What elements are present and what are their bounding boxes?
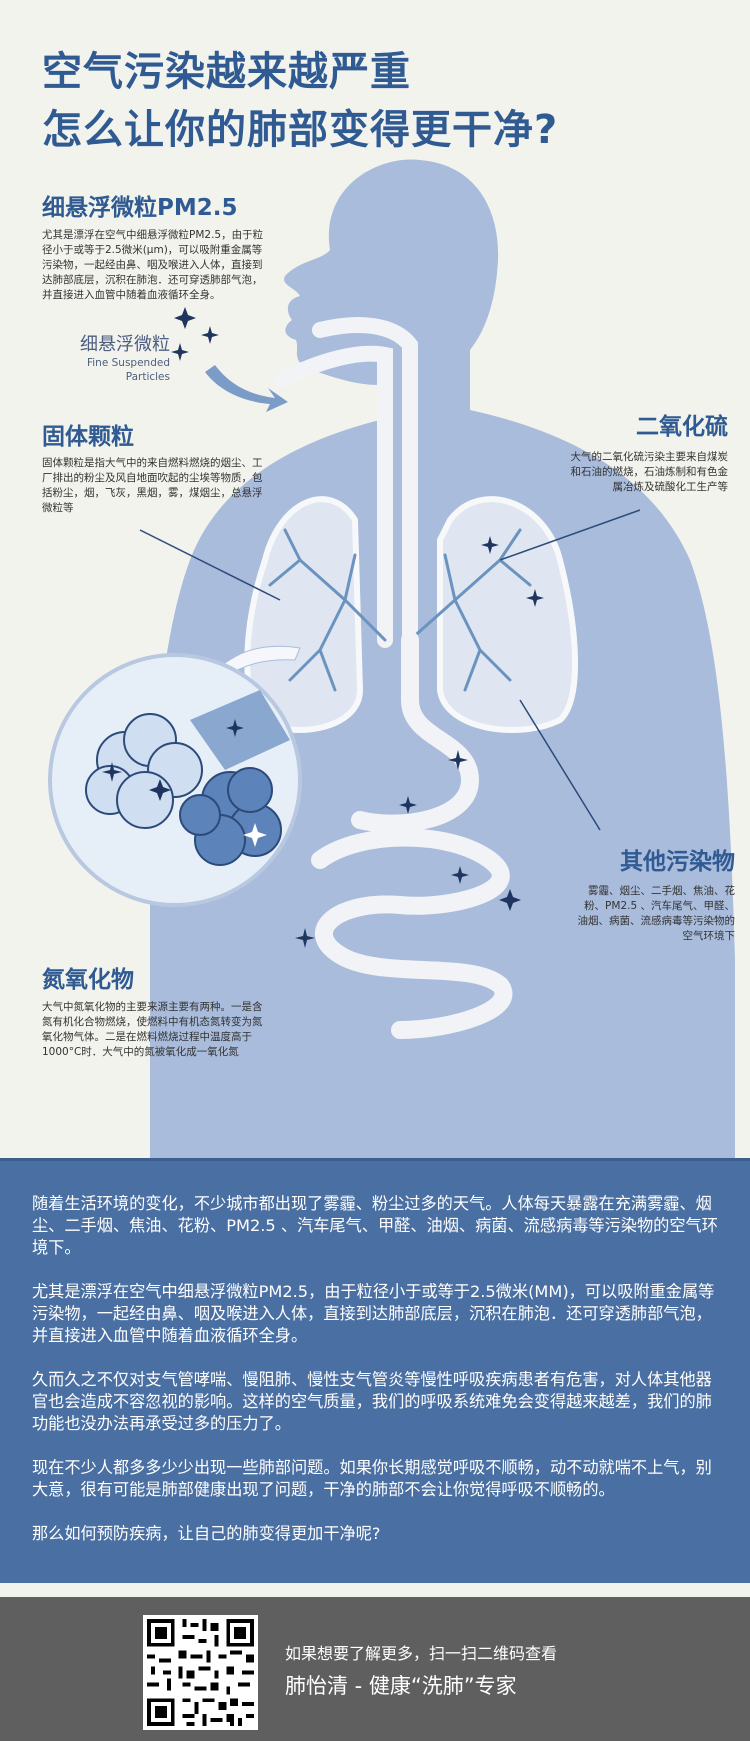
nox-heading: 氮氧化物 bbox=[42, 967, 134, 993]
right-lung bbox=[437, 496, 578, 733]
so2-description: 大气的二氧化硫污染主要来自煤炭和石油的燃烧，石油炼制和有色金属冶炼及硫酸化工生产… bbox=[570, 451, 729, 493]
solid-description: 固体颗粒是指大气中的来自燃料燃烧的烟尘、工厂排出的粉尘及风自地面吹起的尘埃等物质… bbox=[42, 457, 263, 514]
fine-particle-label: 细悬浮微粒 Fine Suspended Particles bbox=[70, 330, 170, 384]
pointer-lines bbox=[139, 509, 641, 831]
article-paragraph-2: 尤其是漂浮在空气中细悬浮微粒PM2.5，由于粒径小于或等于2.5微米(MM)，可… bbox=[32, 1282, 715, 1345]
inhale-arrow bbox=[205, 365, 288, 412]
article-panel: 随着生活环境的变化，不少城市都出现了雾霾、粉尘过多的天气。人体每天暴露在充满雾霾… bbox=[0, 1158, 750, 1583]
other-description: 雾霾、烟尘、二手烟、焦油、花粉、PM2.5 、汽车尾气、甲醛、油烟、病菌、流感病… bbox=[577, 885, 736, 942]
article-paragraph-1: 随着生活环境的变化，不少城市都出现了雾霾、粉尘过多的天气。人体每天暴露在充满雾霾… bbox=[32, 1194, 718, 1257]
article-paragraph-3: 久而久之不仅对支气管哮喘、慢阻肺、慢性支气管炎等慢性呼吸疾病患者有危害，对人体其… bbox=[32, 1370, 712, 1433]
fine-particle-label-en1: Fine Suspended bbox=[86, 357, 170, 369]
digestive-tract bbox=[311, 631, 513, 1039]
nox-description: 大气中氮氧化物的主要来源主要有两种。一是含氮有机化合物燃烧，使燃料中有机态氮转变… bbox=[42, 1001, 263, 1058]
article-paragraph-4: 现在不少人都多多少少出现一些肺部问题。如果你长期感觉呼吸不顺畅，动不动就喘不上气… bbox=[32, 1458, 712, 1499]
airway bbox=[274, 317, 418, 648]
title-line2: 怎么让你的肺部变得更干净? bbox=[42, 107, 559, 153]
other-heading: 其他污染物 bbox=[620, 849, 735, 875]
respiratory-illustration bbox=[48, 159, 735, 1160]
alveoli-magnifier bbox=[48, 653, 302, 907]
fine-particle-label-cn: 细悬浮微粒 bbox=[80, 334, 170, 355]
qr-code[interactable] bbox=[143, 1615, 258, 1730]
title-line1: 空气污染越来越严重 bbox=[42, 49, 411, 95]
article-paragraph-5: 那么如何预防疾病，让自己的肺变得更加干净呢? bbox=[32, 1524, 381, 1543]
left-lung bbox=[244, 496, 364, 733]
particle-stars-light bbox=[243, 823, 267, 847]
footer-brand-slogan: 肺怡清 - 健康“洗肺”专家 bbox=[285, 1674, 517, 1698]
bronchial-trees bbox=[268, 528, 532, 692]
pm25-heading: 细悬浮微粒PM2.5 bbox=[42, 195, 238, 221]
fine-particle-label-en2: Particles bbox=[125, 371, 170, 383]
footer-scan-prompt: 如果想要了解更多，扫一扫二维码查看 bbox=[285, 1644, 558, 1663]
so2-heading: 二氧化硫 bbox=[636, 414, 728, 440]
solid-heading: 固体颗粒 bbox=[42, 424, 134, 450]
pm25-description: 尤其是漂浮在空气中细悬浮微粒PM2.5，由于粒径小于或等于2.5微米(μm)，可… bbox=[42, 229, 264, 301]
particle-stars bbox=[102, 307, 544, 948]
footer: 如果想要了解更多，扫一扫二维码查看 肺怡清 - 健康“洗肺”专家 bbox=[0, 1597, 750, 1741]
